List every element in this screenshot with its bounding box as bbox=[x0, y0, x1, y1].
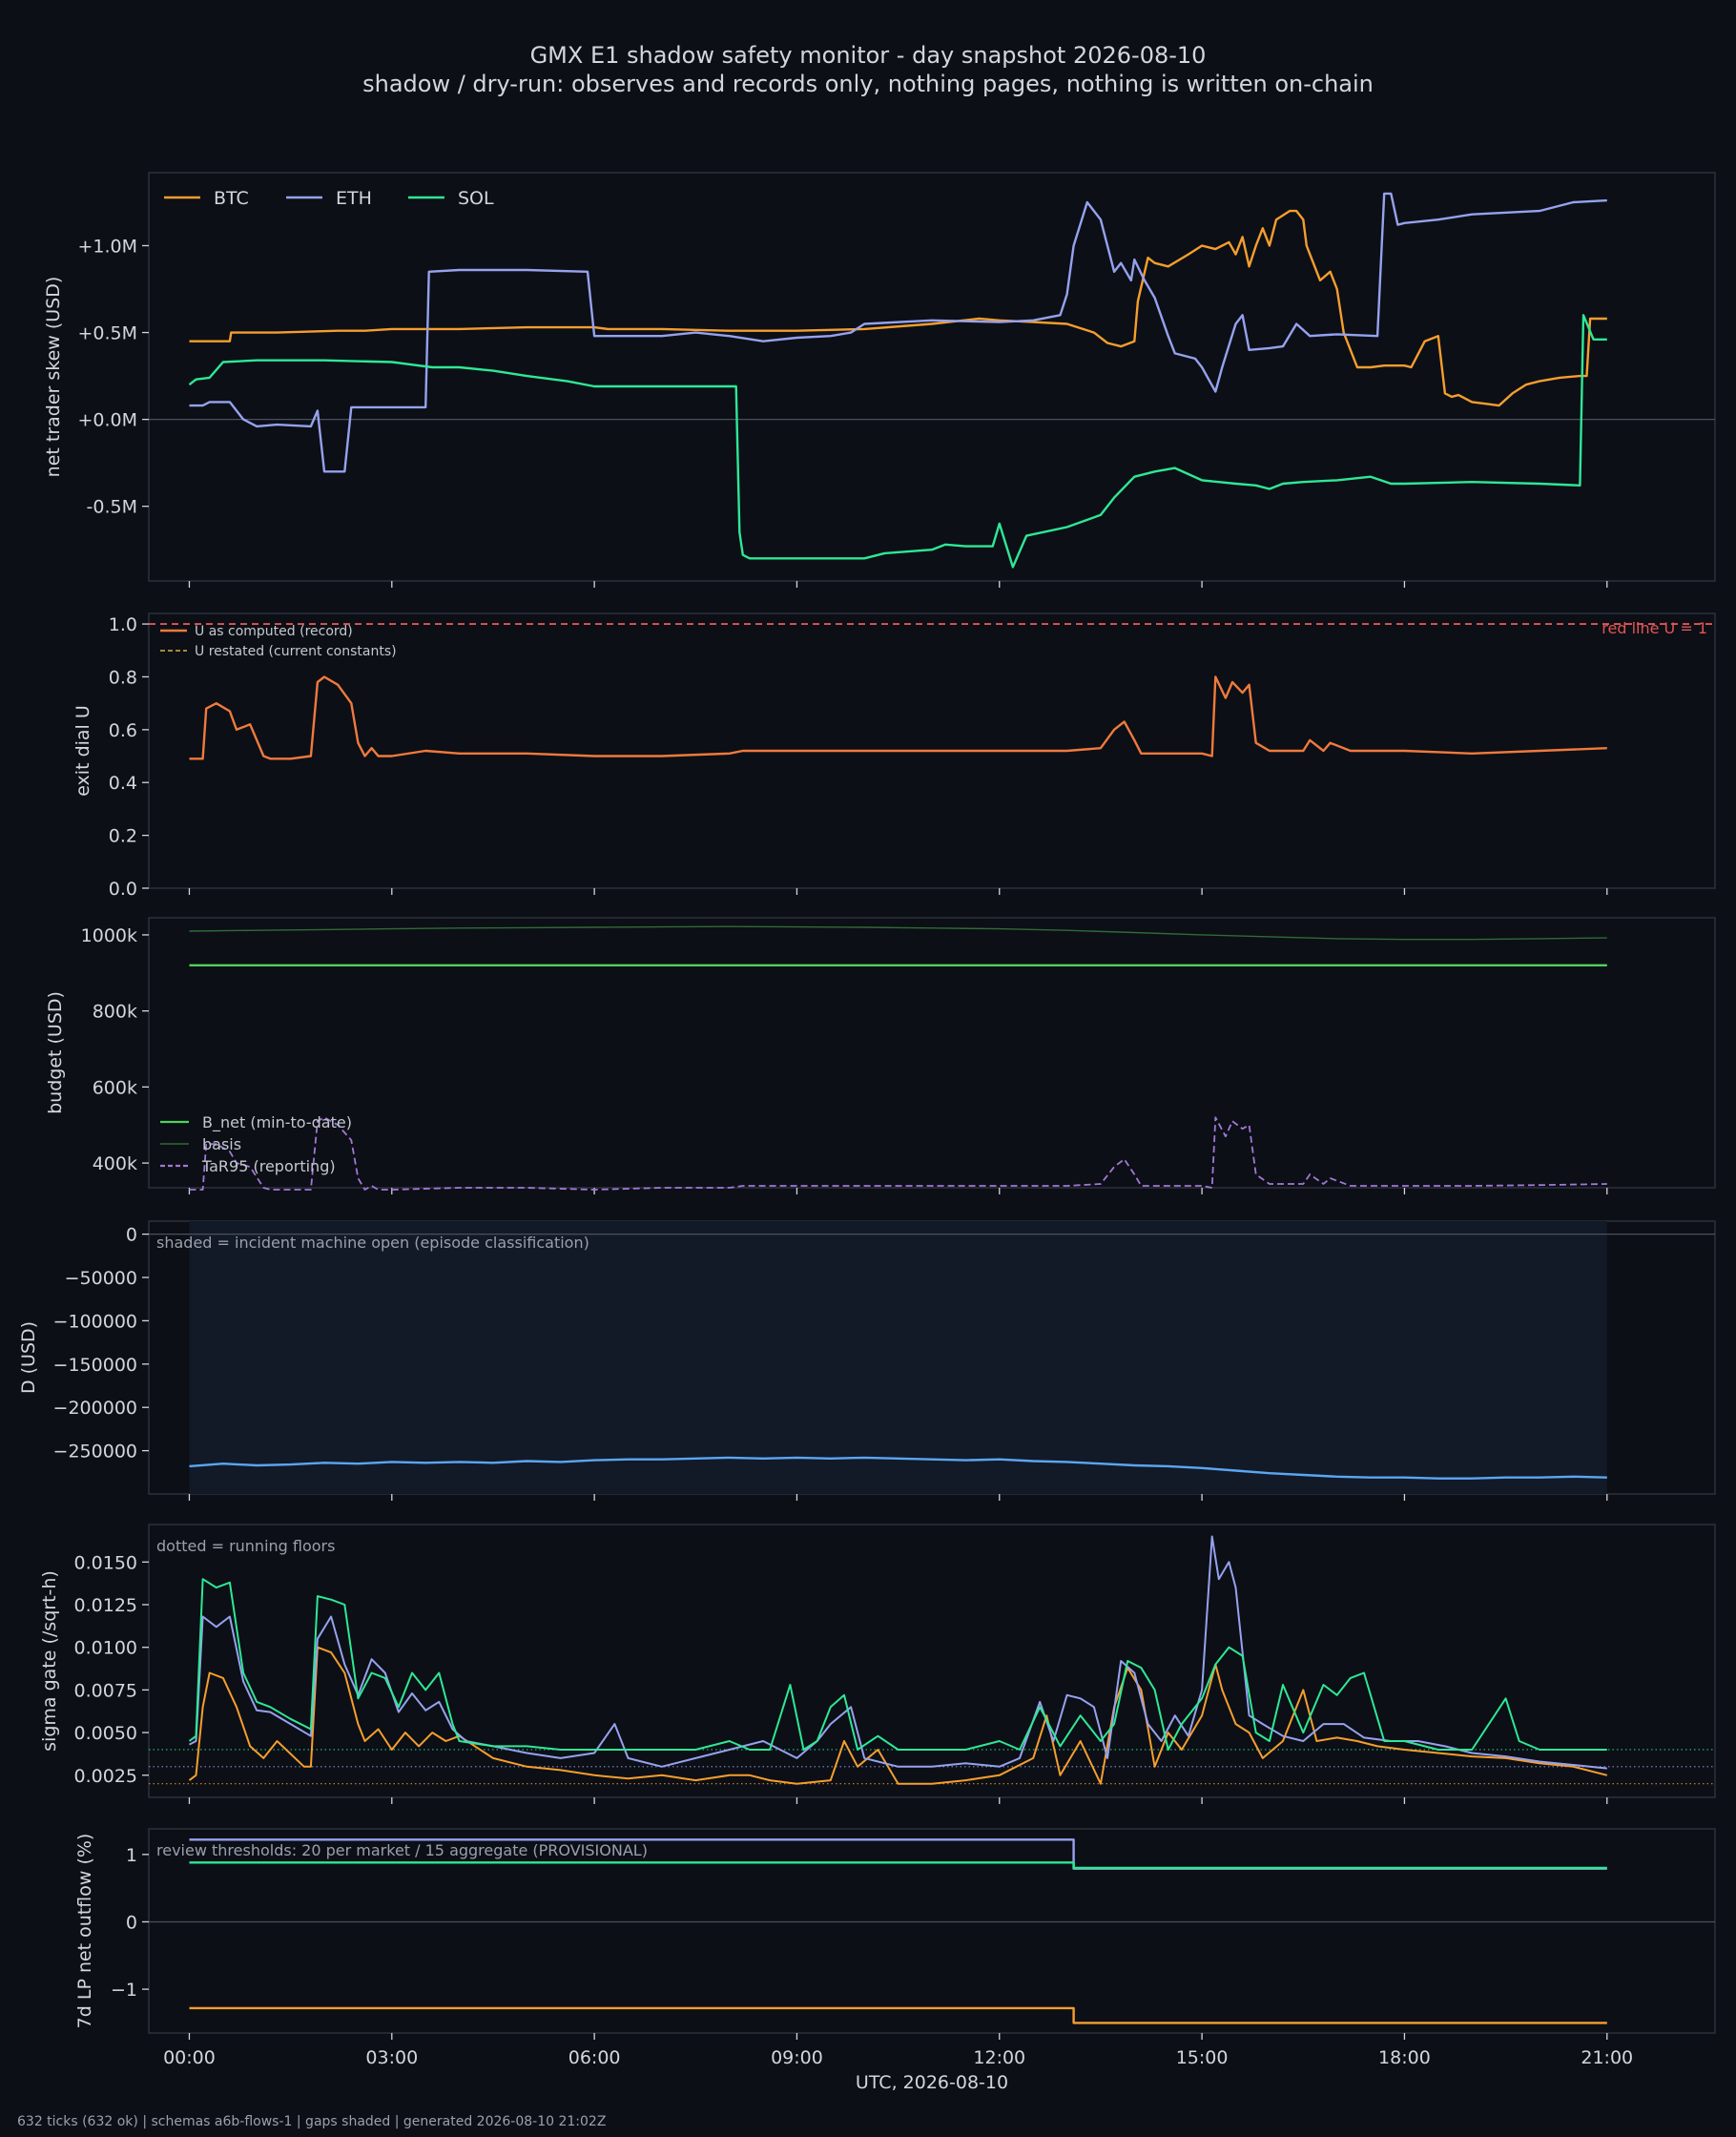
exit_dial-ytick-label: 1.0 bbox=[109, 614, 137, 635]
drawdown-panel: 0 −50000 −100000 −150000 −200000 −250000 D (US… bbox=[18, 1220, 1716, 1501]
chart-title: GMX E1 shadow safety monitor - day snaps… bbox=[530, 42, 1207, 69]
budget-series-basis bbox=[189, 925, 1607, 941]
skew-ytick-label: +1.0M bbox=[77, 236, 137, 257]
sigma-ylabel: sigma gate (/sqrt-h) bbox=[39, 1570, 60, 1752]
sigma-panel: 0.0025 0.0050 0.0075 0.0100 0.0125 0.0150 sigm… bbox=[39, 1524, 1716, 1804]
drawdown-ytick-label: 0 bbox=[126, 1225, 137, 1246]
exit_dial-series-u bbox=[189, 675, 1607, 760]
drawdown-series-d bbox=[189, 1456, 1607, 1480]
lp_outflow-ytick-label: 0 bbox=[126, 1912, 137, 1933]
budget-ylabel: budget (USD) bbox=[45, 991, 66, 1114]
xtick-label: 06:00 bbox=[568, 2047, 621, 2068]
budget-ytick-label: 400k bbox=[93, 1153, 137, 1174]
drawdown-ylabel: D (USD) bbox=[18, 1321, 39, 1394]
drawdown-ytick-label: −200000 bbox=[53, 1398, 137, 1419]
drawdown-ytick-label: −250000 bbox=[53, 1442, 137, 1463]
sigma-ytick-label: 0.0075 bbox=[74, 1680, 137, 1701]
lp_outflow-frame bbox=[148, 1828, 1716, 2034]
exit_dial-ytick-label: 0.2 bbox=[109, 826, 137, 847]
budget-frame bbox=[148, 917, 1716, 1189]
lp_outflow-note: review thresholds: 20 per market / 15 ag… bbox=[156, 1841, 648, 1859]
lp_outflow-series-btc bbox=[189, 2006, 1607, 2024]
budget-series-tar95 bbox=[189, 1116, 1607, 1191]
footer-status: 632 ticks (632 ok) | schemas a6b-flows-1… bbox=[17, 2114, 606, 2129]
drawdown-ytick-label: −50000 bbox=[65, 1268, 137, 1289]
legend-label-basis: basis bbox=[202, 1135, 241, 1153]
red-line-label: red line U = 1 bbox=[1602, 619, 1707, 637]
lp_outflow-series-sol bbox=[189, 1861, 1607, 1870]
exit_dial-ytick-label: 0.8 bbox=[109, 667, 137, 688]
skew-ytick-label: +0.0M bbox=[77, 410, 137, 431]
legend-label-u-restated: U restated (current constants) bbox=[195, 644, 397, 659]
skew-series-eth bbox=[189, 192, 1607, 473]
budget-ytick-label: 1000k bbox=[81, 925, 137, 946]
xtick-label: 00:00 bbox=[163, 2047, 216, 2068]
xtick-label: 15:00 bbox=[1176, 2047, 1229, 2068]
legend-label-u-record: U as computed (record) bbox=[195, 624, 353, 639]
skew-ytick-label: -0.5M bbox=[87, 497, 137, 518]
exit_dial-ytick-label: 0.0 bbox=[109, 879, 137, 900]
xtick-label: 18:00 bbox=[1378, 2047, 1431, 2068]
skew-frame bbox=[148, 172, 1716, 582]
skew-ytick-label: +0.5M bbox=[77, 323, 137, 344]
xtick-label: 03:00 bbox=[365, 2047, 418, 2068]
skew-series-sol bbox=[188, 314, 1607, 569]
budget-ytick-label: 600k bbox=[93, 1077, 137, 1098]
sigma-ytick-label: 0.0150 bbox=[74, 1552, 137, 1573]
budget-ytick-label: 800k bbox=[93, 1002, 137, 1023]
legend-label-eth: ETH bbox=[336, 188, 372, 209]
skew-series-btc bbox=[189, 209, 1607, 407]
drawdown-ytick-label: −150000 bbox=[53, 1355, 137, 1376]
xtick-label: 12:00 bbox=[973, 2047, 1025, 2068]
lp_outflow-ytick-label: 1 bbox=[126, 1845, 137, 1866]
sigma-note: dotted = running floors bbox=[156, 1537, 335, 1555]
shade-note: shaded = incident machine open (episode … bbox=[156, 1234, 589, 1252]
legend-label-tar95: TaR95 (reporting) bbox=[201, 1157, 336, 1175]
legend-label-sol: SOL bbox=[458, 188, 494, 209]
budget-panel: 400k 600k 800k 1000k budget (USD) B_net (min-… bbox=[45, 917, 1716, 1194]
legend-label-btc: BTC bbox=[214, 188, 249, 209]
sigma-ytick-label: 0.0025 bbox=[74, 1766, 137, 1787]
sigma-ytick-label: 0.0050 bbox=[74, 1723, 137, 1744]
x-axis-label: UTC, 2026-08-10 bbox=[856, 2072, 1008, 2093]
chart-subtitle: shadow / dry-run: observes and records o… bbox=[362, 71, 1374, 97]
sigma-frame bbox=[148, 1524, 1716, 1798]
exit_dial-panel: 0.0 0.2 0.4 0.6 0.8 1.0 exit dial U red line U … bbox=[72, 612, 1716, 900]
skew-panel: -0.5M +0.0M +0.5M +1.0M net trader skew (USD… bbox=[43, 172, 1716, 588]
legend-label-bnet: B_net (min-to-date) bbox=[202, 1113, 352, 1132]
drawdown-ytick-label: −100000 bbox=[53, 1311, 137, 1332]
skew-ylabel: net trader skew (USD) bbox=[43, 277, 64, 478]
sigma-series-sol bbox=[188, 1578, 1607, 1751]
lp_outflow-ylabel: 7d LP net outflow (%) bbox=[74, 1834, 95, 2029]
lp_outflow-ytick-label: −1 bbox=[111, 1980, 137, 2001]
panels: -0.5M +0.0M +0.5M +1.0M net trader skew (USD… bbox=[18, 172, 1716, 2093]
xtick-label: 21:00 bbox=[1581, 2047, 1633, 2068]
sigma-ytick-label: 0.0125 bbox=[74, 1595, 137, 1616]
lp_outflow-panel: −1 0 1 00:00 03:00 06:00 09:00 12:00 15:00 18:00 2… bbox=[74, 1828, 1716, 2093]
exit_dial-ylabel: exit dial U bbox=[72, 705, 93, 797]
exit_dial-frame bbox=[148, 612, 1716, 889]
xtick-label: 09:00 bbox=[771, 2047, 823, 2068]
exit_dial-ytick-label: 0.6 bbox=[109, 720, 137, 741]
sigma-ytick-label: 0.0100 bbox=[74, 1638, 137, 1659]
sigma-series-eth bbox=[189, 1535, 1607, 1770]
drawdown-shade-region bbox=[189, 1221, 1607, 1494]
sigma-series-btc bbox=[188, 1646, 1608, 1785]
exit_dial-ytick-label: 0.4 bbox=[109, 773, 137, 794]
